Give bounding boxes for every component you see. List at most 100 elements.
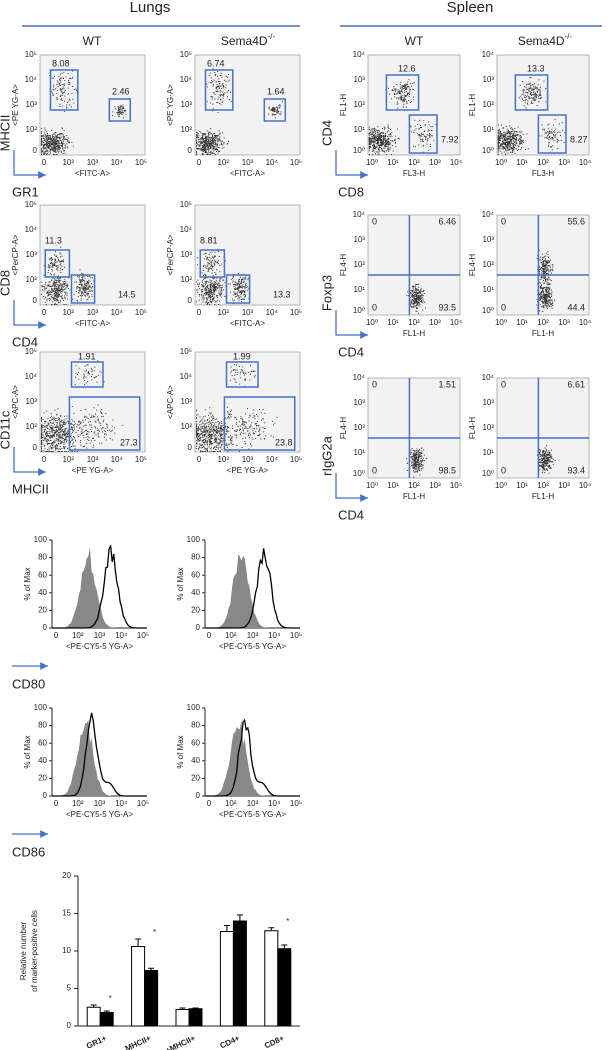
- event-dot: [241, 281, 242, 282]
- event-dot: [237, 370, 238, 371]
- event-dot: [52, 78, 53, 79]
- event-dot: [57, 257, 58, 258]
- event-dot: [72, 439, 73, 440]
- event-dot: [66, 107, 67, 108]
- event-dot: [212, 260, 213, 261]
- event-dot: [59, 432, 60, 433]
- event-dot: [219, 433, 220, 434]
- event-dot: [377, 126, 378, 127]
- event-dot: [59, 143, 60, 144]
- event-dot: [49, 141, 50, 142]
- event-dot: [210, 148, 211, 149]
- event-dot: [210, 435, 211, 436]
- event-dot: [370, 130, 371, 131]
- y-tick-label: 10³: [180, 100, 192, 109]
- event-dot: [59, 295, 60, 296]
- x-axis-title: <FITC-A>: [75, 319, 110, 328]
- event-dot: [390, 142, 391, 143]
- event-dot: [218, 283, 219, 284]
- event-dot: [71, 437, 72, 438]
- x-tick-label: 0: [207, 799, 212, 808]
- event-dot: [95, 422, 96, 423]
- event-dot: [511, 133, 512, 134]
- event-dot: [214, 72, 215, 73]
- event-dot: [229, 444, 230, 445]
- event-dot: [55, 262, 56, 263]
- event-dot: [387, 144, 388, 145]
- event-dot: [503, 128, 504, 129]
- event-dot: [233, 284, 234, 285]
- event-dot: [502, 142, 503, 143]
- event-dot: [58, 435, 59, 436]
- event-dot: [67, 102, 68, 103]
- event-dot: [209, 149, 210, 150]
- event-dot: [277, 111, 278, 112]
- event-dot: [201, 299, 202, 300]
- event-dot: [87, 436, 88, 437]
- event-dot: [242, 427, 243, 428]
- event-dot: [427, 139, 428, 140]
- event-dot: [66, 287, 67, 288]
- event-dot: [513, 143, 514, 144]
- event-dot: [213, 148, 214, 149]
- event-dot: [404, 98, 405, 99]
- event-dot: [65, 436, 66, 437]
- event-dot: [94, 377, 95, 378]
- event-dot: [212, 251, 213, 252]
- event-dot: [392, 136, 393, 137]
- x-marker: CD86: [12, 844, 45, 859]
- event-dot: [229, 437, 230, 438]
- y-tick-label: 10⁵: [180, 347, 192, 356]
- event-dot: [217, 284, 218, 285]
- event-dot: [216, 426, 217, 427]
- event-dot: [50, 149, 51, 150]
- event-dot: [383, 141, 384, 142]
- event-dot: [50, 152, 51, 153]
- event-dot: [80, 442, 81, 443]
- event-dot: [219, 294, 220, 295]
- event-dot: [51, 297, 52, 298]
- event-dot: [75, 440, 76, 441]
- event-dot: [86, 430, 87, 431]
- event-dot: [515, 153, 516, 154]
- event-dot: [205, 427, 206, 428]
- event-dot: [57, 439, 58, 440]
- event-dot: [120, 106, 121, 107]
- event-dot: [42, 440, 43, 441]
- event-dot: [394, 94, 395, 95]
- event-dot: [56, 141, 57, 142]
- event-dot: [204, 431, 205, 432]
- event-dot: [233, 277, 234, 278]
- event-dot: [98, 419, 99, 420]
- event-dot: [412, 83, 413, 84]
- event-dot: [196, 290, 197, 291]
- event-dot: [243, 281, 244, 282]
- event-dot: [46, 440, 47, 441]
- event-dot: [201, 284, 202, 285]
- event-dot: [59, 420, 60, 421]
- event-dot: [63, 431, 64, 432]
- event-dot: [222, 144, 223, 145]
- event-dot: [62, 269, 63, 270]
- event-dot: [202, 138, 203, 139]
- event-dot: [103, 428, 104, 429]
- event-dot: [66, 418, 67, 419]
- event-dot: [60, 443, 61, 444]
- event-dot: [84, 286, 85, 287]
- event-dot: [390, 143, 391, 144]
- event-dot: [44, 429, 45, 430]
- event-dot: [213, 150, 214, 151]
- event-dot: [217, 86, 218, 87]
- event-dot: [206, 437, 207, 438]
- event-dot: [280, 107, 281, 108]
- event-dot: [210, 299, 211, 300]
- event-dot: [216, 418, 217, 419]
- x-tick-label: 0: [197, 308, 202, 317]
- event-dot: [228, 90, 229, 91]
- event-dot: [59, 278, 60, 279]
- event-dot: [91, 427, 92, 428]
- event-dot: [273, 114, 274, 115]
- x-tick-label: 10³: [87, 158, 99, 167]
- event-dot: [214, 147, 215, 148]
- event-dot: [112, 111, 113, 112]
